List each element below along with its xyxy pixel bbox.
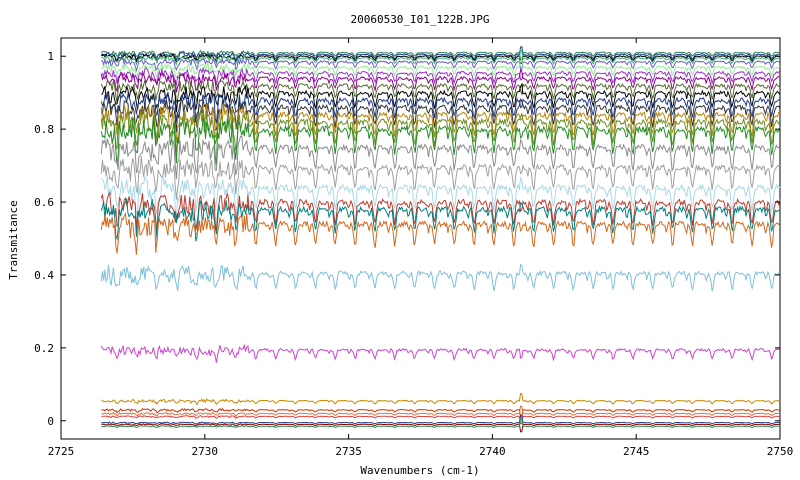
series-line bbox=[101, 407, 780, 418]
x-tick-label: 2725 bbox=[48, 445, 75, 458]
y-tick-label: 0 bbox=[47, 415, 54, 428]
x-tick-label: 2735 bbox=[335, 445, 362, 458]
series-line bbox=[101, 418, 781, 429]
y-tick-label: 0.8 bbox=[34, 123, 54, 136]
series-line bbox=[101, 49, 781, 66]
series-line bbox=[101, 423, 781, 433]
series-line bbox=[100, 263, 781, 292]
x-tick-label: 2745 bbox=[623, 445, 650, 458]
series-line bbox=[100, 91, 781, 124]
series-line bbox=[100, 45, 781, 63]
series-line bbox=[100, 212, 781, 255]
series-line bbox=[101, 57, 781, 73]
y-tick-label: 1 bbox=[47, 50, 54, 63]
y-tick-label: 0.2 bbox=[34, 342, 54, 355]
series-line bbox=[100, 78, 781, 104]
series-line bbox=[100, 49, 781, 61]
series-line bbox=[101, 53, 781, 65]
series-line bbox=[100, 68, 780, 93]
series-line bbox=[100, 343, 781, 363]
series-line bbox=[100, 191, 781, 232]
series-line bbox=[100, 175, 781, 221]
chart-title: 20060530_I01_122B.JPG bbox=[350, 13, 489, 26]
x-tick-label: 2730 bbox=[192, 445, 219, 458]
series-line bbox=[100, 156, 781, 200]
y-tick-label: 0.6 bbox=[34, 196, 54, 209]
x-tick-label: 2740 bbox=[479, 445, 506, 458]
series-line bbox=[101, 415, 781, 425]
series-line bbox=[100, 66, 781, 87]
series-group bbox=[100, 45, 781, 433]
series-line bbox=[100, 198, 781, 242]
y-tick-label: 0.4 bbox=[34, 269, 54, 282]
x-axis-ticks: 2725 2730 2735 2740 2745 2750 bbox=[48, 38, 794, 458]
y-axis-label: Transmitance bbox=[7, 200, 20, 279]
series-line bbox=[101, 414, 780, 425]
series-line bbox=[100, 135, 781, 180]
series-line bbox=[101, 82, 781, 113]
series-line bbox=[101, 393, 781, 406]
series-line bbox=[100, 115, 781, 165]
x-tick-label: 2750 bbox=[767, 445, 794, 458]
series-line bbox=[100, 103, 781, 143]
x-axis-label: Wavenumbers (cm-1) bbox=[360, 464, 479, 477]
y-axis-ticks: 0 0.2 0.4 0.6 0.8 1 bbox=[34, 50, 780, 428]
series-line bbox=[101, 58, 781, 80]
series-line bbox=[101, 405, 781, 417]
